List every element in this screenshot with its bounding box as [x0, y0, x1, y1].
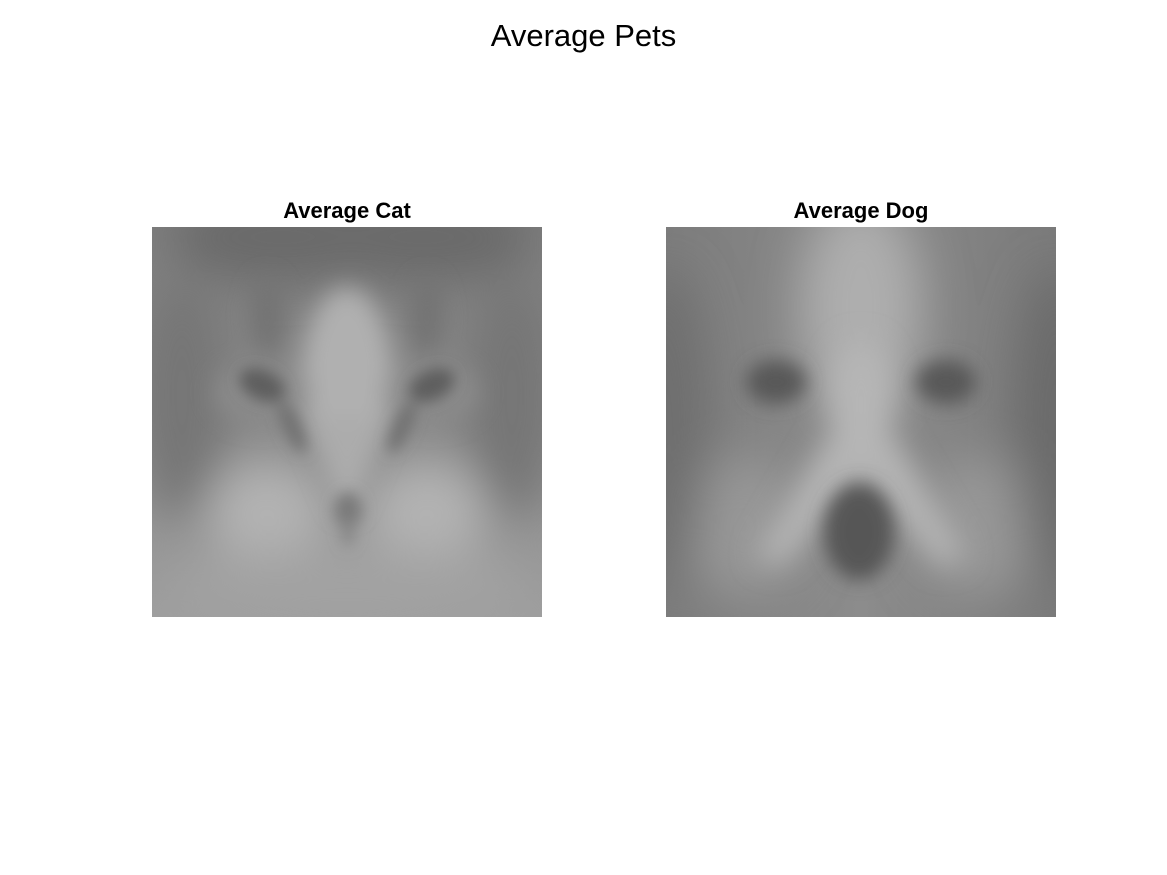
average-dog-image — [666, 227, 1056, 617]
average-cat-image — [152, 227, 542, 617]
panel-average-cat: Average Cat — [152, 196, 542, 617]
panel-average-dog: Average Dog — [666, 196, 1056, 617]
panel-title-cat: Average Cat — [283, 198, 411, 223]
panel-title-dog: Average Dog — [793, 198, 929, 223]
figure-title: Average Pets — [490, 18, 677, 53]
